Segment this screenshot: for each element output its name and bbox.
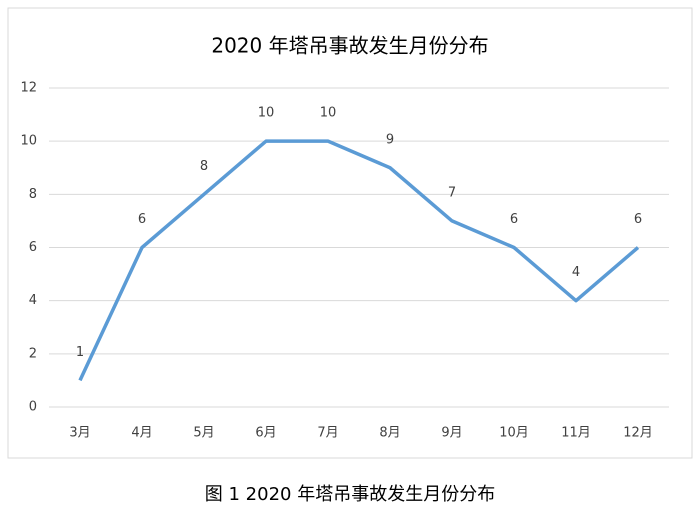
data-label: 10 bbox=[258, 106, 275, 121]
x-tick-label: 7月 bbox=[317, 426, 338, 441]
data-label: 8 bbox=[200, 159, 208, 174]
y-tick-label: 10 bbox=[20, 134, 37, 149]
x-tick-label: 6月 bbox=[255, 426, 276, 441]
x-tick-label: 9月 bbox=[441, 426, 462, 441]
caption: 图 1 2020 年塔吊事故发生月份分布 bbox=[205, 484, 495, 505]
data-label: 1 bbox=[76, 345, 84, 360]
x-tick-label: 3月 bbox=[69, 426, 90, 441]
x-tick-label: 11月 bbox=[561, 426, 591, 441]
data-label: 6 bbox=[634, 212, 642, 227]
x-tick-label: 12月 bbox=[623, 426, 653, 441]
x-tick-label: 10月 bbox=[499, 426, 529, 441]
chart-frame bbox=[7, 7, 693, 459]
data-label: 4 bbox=[572, 265, 580, 280]
data-label: 6 bbox=[510, 212, 518, 227]
data-line bbox=[78, 139, 640, 382]
x-tick-label: 5月 bbox=[193, 426, 214, 441]
y-tick-label: 6 bbox=[29, 240, 37, 255]
x-tick-label: 4月 bbox=[131, 426, 152, 441]
chart-title: 2020 年塔吊事故发生月份分布 bbox=[211, 34, 488, 58]
data-label: 7 bbox=[448, 185, 456, 200]
data-label: 9 bbox=[386, 132, 394, 147]
y-tick-label: 12 bbox=[20, 81, 37, 96]
data-label: 6 bbox=[138, 212, 146, 227]
data-label: 10 bbox=[320, 106, 337, 121]
x-tick-label: 8月 bbox=[379, 426, 400, 441]
y-tick-label: 0 bbox=[29, 400, 37, 415]
y-tick-label: 2 bbox=[29, 346, 37, 361]
y-tick-label: 4 bbox=[29, 293, 37, 308]
y-tick-label: 8 bbox=[29, 187, 37, 202]
